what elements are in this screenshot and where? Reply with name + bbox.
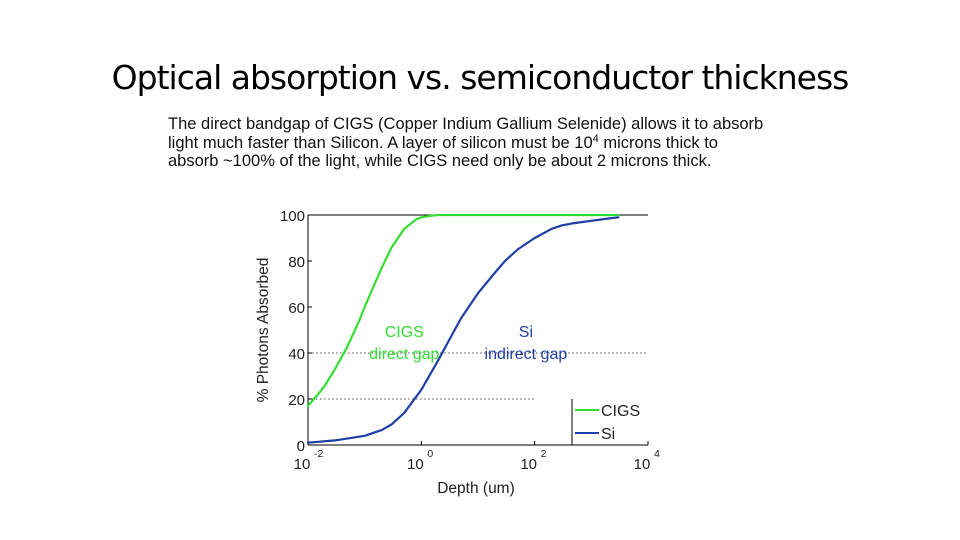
x-tick-label-2: 10 bbox=[520, 456, 537, 473]
legend-label-si: Si bbox=[601, 426, 615, 443]
y-tick-label-20: 20 bbox=[288, 392, 305, 409]
legend-label-cigs: CIGS bbox=[601, 403, 640, 420]
annotation-2: Si bbox=[519, 324, 533, 341]
y-axis-label: % Photons Absorbed bbox=[255, 258, 272, 403]
y-tick-label-0: 0 bbox=[297, 438, 305, 455]
y-tick-label-40: 40 bbox=[288, 346, 305, 363]
x-tick-label-1: 10 bbox=[407, 456, 424, 473]
x-tick-exponent-0: -2 bbox=[314, 448, 323, 460]
description-exponent: 4 bbox=[592, 132, 599, 145]
annotation-3: indirect gap bbox=[485, 346, 568, 363]
y-tick-label-60: 60 bbox=[288, 300, 305, 317]
y-axis: 0 20 40 60 80 100 bbox=[280, 208, 648, 455]
annotation-0: CIGS bbox=[385, 324, 424, 341]
description-part-1: The direct bandgap of CIGS (Copper Indiu… bbox=[168, 115, 764, 152]
y-tick-label-80: 80 bbox=[288, 254, 305, 271]
series-line-si bbox=[306, 216, 620, 444]
x-axis-label: Depth (um) bbox=[437, 480, 515, 497]
legend: CIGS Si bbox=[571, 399, 640, 445]
annotations: CIGS direct gap Si indirect gap bbox=[369, 324, 567, 363]
x-tick-exponent-1: 0 bbox=[427, 448, 433, 460]
x-tick-label-0: 10 bbox=[294, 456, 311, 473]
y-tick-label-100: 100 bbox=[280, 208, 305, 225]
x-tick-label-3: 10 bbox=[634, 456, 651, 473]
slide-title: Optical absorption vs. semiconductor thi… bbox=[111, 58, 850, 97]
x-tick-exponent-2: 2 bbox=[541, 448, 547, 460]
x-tick-exponent-3: 4 bbox=[654, 448, 660, 460]
series-lines bbox=[306, 213, 620, 444]
description-part-2: microns thick to absorb ~100% of the lig… bbox=[168, 133, 718, 171]
series-line-cigs bbox=[306, 213, 620, 407]
grid-guides bbox=[308, 352, 648, 400]
annotation-1: direct gap bbox=[369, 346, 439, 363]
description-text: The direct bandgap of CIGS (Copper Indiu… bbox=[168, 115, 768, 171]
